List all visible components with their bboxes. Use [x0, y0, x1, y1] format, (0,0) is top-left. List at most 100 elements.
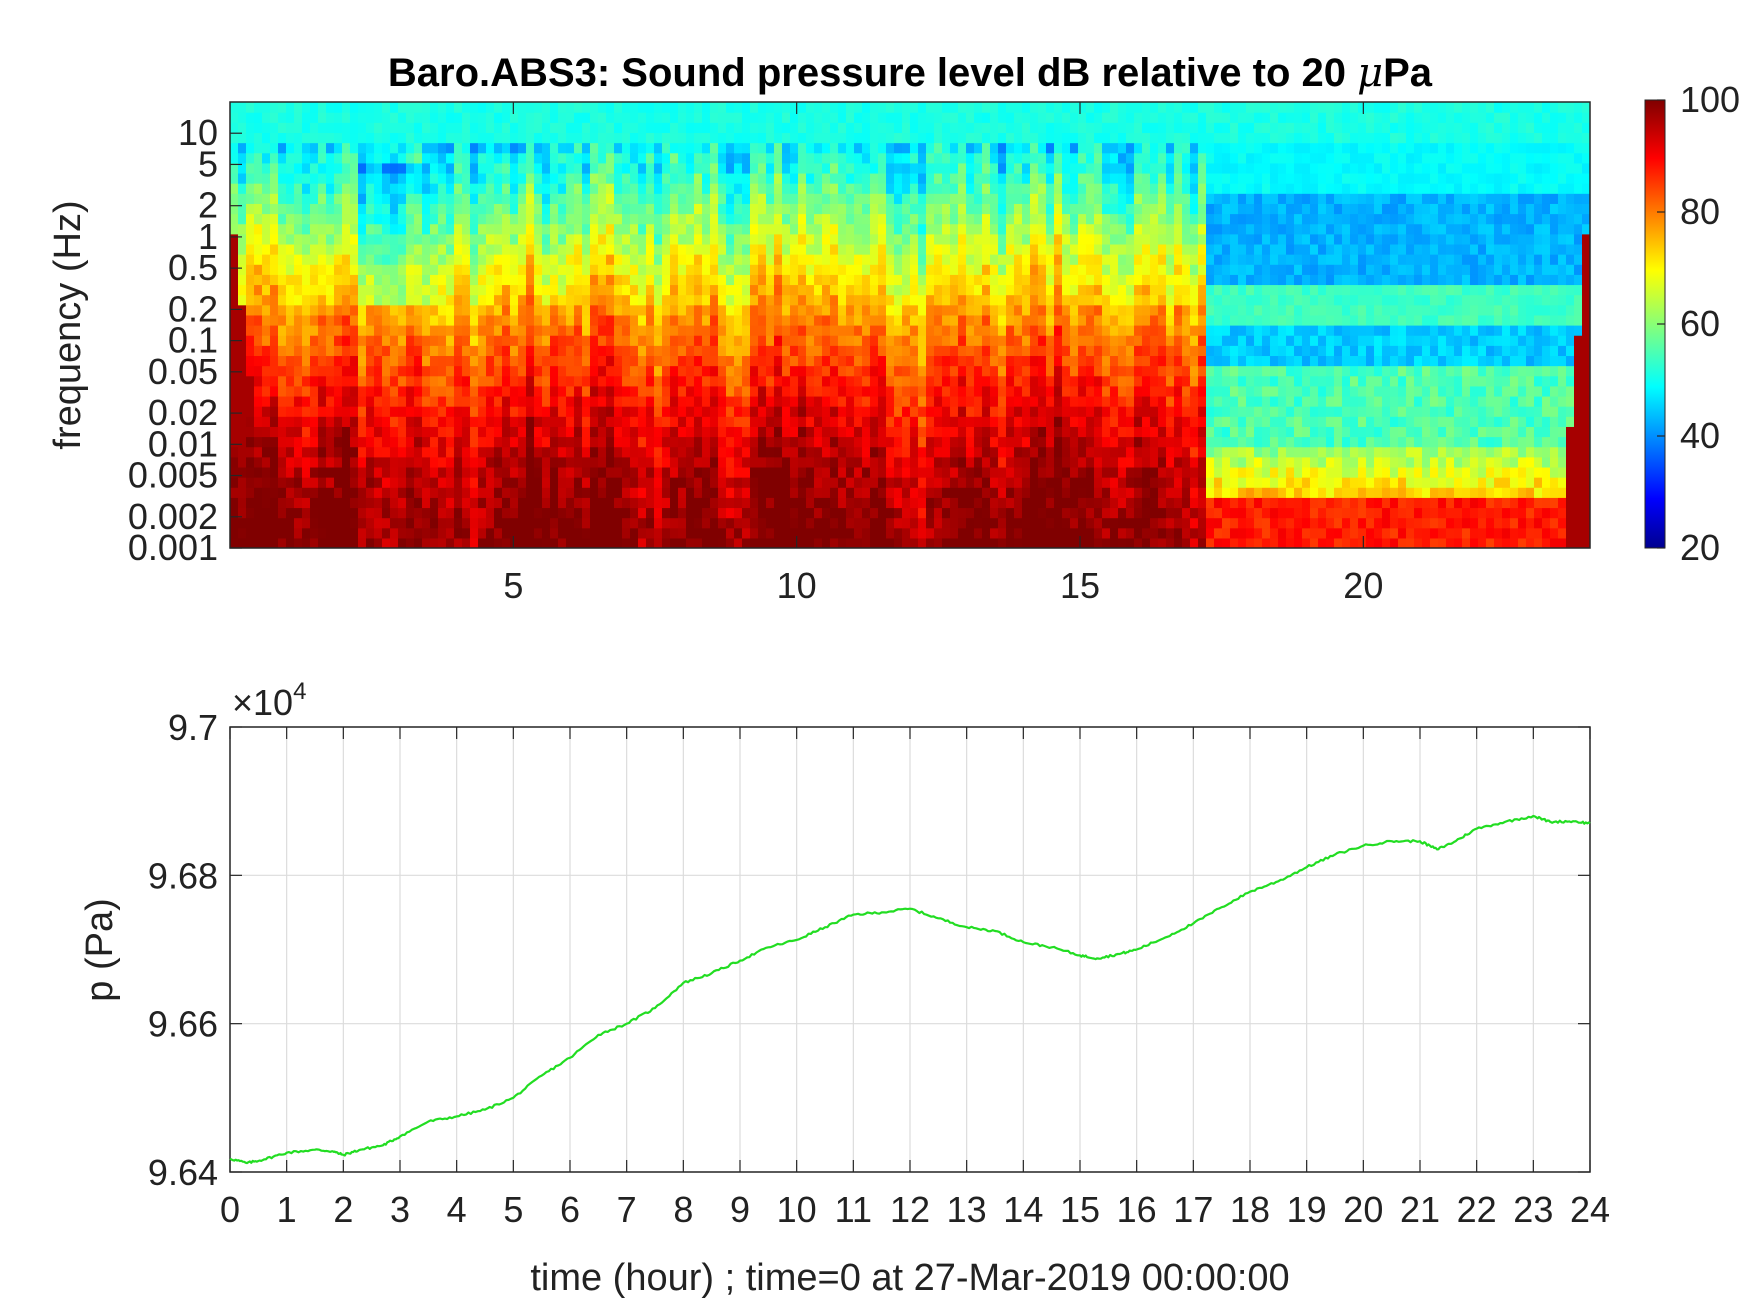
spectrogram-cell [438, 142, 447, 154]
spectrogram-cell [902, 223, 911, 235]
spectrogram-cell [590, 517, 599, 529]
spectrogram-cell [366, 335, 375, 346]
spectrogram-cell [1014, 436, 1023, 448]
spectrogram-cell [470, 537, 479, 548]
spectrogram-cell [1030, 446, 1039, 458]
spectrogram-cell [502, 284, 511, 296]
spectrogram-cell [334, 517, 343, 529]
spectrogram-cell [246, 517, 255, 529]
spectrogram-cell [510, 162, 519, 174]
spectrogram-cell [574, 142, 583, 154]
spectrogram-cell [926, 335, 935, 346]
spectrogram-cell [406, 172, 415, 184]
spectrogram-cell [598, 456, 607, 468]
spectrogram-cell [406, 314, 415, 326]
spectrogram-cell [854, 527, 863, 539]
spectrogram-cell [342, 304, 351, 316]
spectrogram-cell [910, 233, 919, 245]
spectrogram-cell [478, 122, 487, 134]
spectrogram-cell [1102, 477, 1111, 488]
spectrogram-cell [878, 466, 887, 478]
spectrogram-cell [790, 223, 799, 235]
spectrogram-cell [806, 254, 815, 265]
spectrogram-cell [1006, 385, 1015, 397]
spectrogram-cell [734, 162, 743, 174]
spectrogram-cell [254, 152, 263, 164]
spectrogram-cell [270, 355, 279, 367]
spectrogram-cell [270, 517, 279, 529]
spectrogram-cell [454, 416, 463, 427]
spectrogram-cell [1022, 446, 1031, 458]
spectrogram-cell [726, 395, 735, 407]
spectrogram-cell [238, 436, 247, 448]
spectrogram-cell [870, 325, 879, 336]
spectrogram-cell [1038, 355, 1047, 367]
spectrogram-cell [886, 497, 895, 509]
spectrogram-cell [678, 142, 687, 154]
spectrogram-cell [726, 162, 735, 174]
spectrogram-cell [542, 142, 551, 154]
spectrogram-cell [982, 325, 991, 336]
spectrogram-cell [1038, 416, 1047, 427]
spectrogram-cell [1038, 426, 1047, 438]
spectrogram-cell [350, 527, 359, 539]
spectrogram-cell [758, 314, 767, 326]
spectrogram-cell [390, 395, 399, 407]
spectrogram-cell [1046, 254, 1055, 265]
spectrogram-cell [510, 477, 519, 488]
spectrogram-cell [574, 325, 583, 336]
spectrogram-cell [1014, 355, 1023, 367]
spectrogram-cell [278, 335, 287, 346]
spectrogram-cell [550, 365, 559, 377]
spectrogram-cell [646, 345, 655, 357]
spectrogram-cell [270, 193, 279, 204]
spectrogram-cell [974, 243, 983, 255]
spectrogram-cell [902, 466, 911, 478]
spectrogram-cell [1030, 477, 1039, 488]
spectrogram-cell [382, 426, 391, 438]
spectrogram-cell [1118, 537, 1127, 548]
spectrogram-cell [486, 112, 495, 123]
spectrogram-cell [878, 243, 887, 255]
spectrogram-cell [390, 497, 399, 509]
spectrogram-cell [710, 152, 719, 164]
spectrogram-cell [694, 335, 703, 346]
spectrogram-cell [454, 456, 463, 468]
spectrogram-cell [294, 294, 303, 306]
spectrogram-cell [1070, 254, 1079, 265]
spectrogram-cell [510, 487, 519, 498]
spectrogram-cell [486, 325, 495, 336]
spectrogram-cell [358, 517, 367, 529]
spectrogram-cell [598, 203, 607, 215]
spectrogram-cell [1070, 152, 1079, 164]
spectrogram-cell [782, 507, 791, 519]
spectrogram-cell [350, 304, 359, 316]
spectrogram-cell [406, 223, 415, 235]
spectrogram-cell [558, 537, 567, 548]
spectrogram-cell [366, 497, 375, 509]
spectrogram-cell [582, 183, 591, 194]
spectrogram-cell [950, 477, 959, 488]
spectrogram-cell [814, 112, 823, 123]
spectrogram-cell [806, 223, 815, 235]
spectrogram-cell [902, 507, 911, 519]
spectrogram-cell [414, 385, 423, 397]
spectrogram-cell [462, 284, 471, 296]
spectrogram-cell [446, 243, 455, 255]
spectrogram-cell [438, 537, 447, 548]
spectrogram-cell [486, 213, 495, 225]
spectrogram-cell [614, 436, 623, 448]
spectrogram-cell [942, 395, 951, 407]
spectrogram-cell [694, 284, 703, 296]
spectrogram-cell [294, 233, 303, 245]
spectrogram-cell [534, 426, 543, 438]
spectrogram-cell [878, 507, 887, 519]
spectrogram-cell [374, 416, 383, 427]
spectrogram-cell [1126, 193, 1135, 204]
spectrogram-cell [1062, 527, 1071, 539]
spectrogram-cell [398, 132, 407, 144]
spectrogram-cell [590, 477, 599, 488]
spectrogram-cell [326, 304, 335, 316]
spectrogram-cell [830, 233, 839, 245]
spectrogram-cell [742, 172, 751, 184]
